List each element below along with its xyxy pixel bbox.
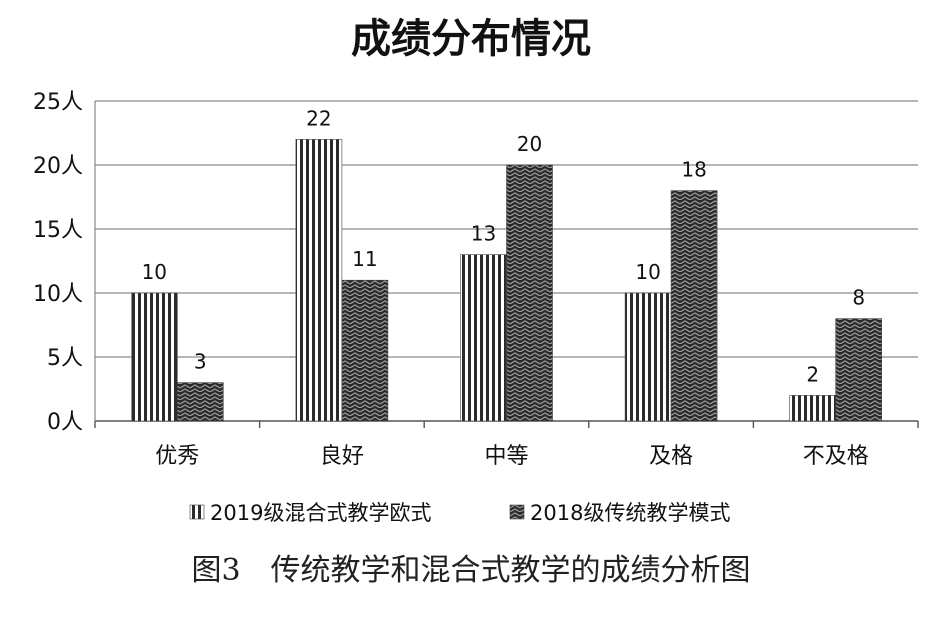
y-tick-label: 25人 [33, 90, 83, 115]
y-tick-label: 15人 [33, 218, 83, 243]
figure-caption: 图3 传统教学和混合式教学的成绩分析图 [191, 553, 751, 588]
data-label: 10 [635, 260, 660, 284]
bar-series-2018 [835, 318, 883, 422]
data-label: 8 [852, 286, 865, 310]
x-tick-label: 优秀 [155, 444, 199, 469]
legend-item-2018-swatch [509, 504, 525, 520]
legend-item-2019-swatch [189, 504, 205, 520]
data-label: 13 [471, 222, 496, 246]
y-tick-label: 20人 [33, 154, 83, 179]
bar-series-2018 [670, 190, 718, 422]
y-tick-label: 10人 [33, 282, 83, 307]
data-label: 18 [681, 158, 706, 182]
x-tick-label: 及格 [649, 444, 693, 469]
bar-series-2019 [131, 292, 178, 422]
data-label: 11 [352, 247, 377, 271]
x-tick-label: 良好 [320, 444, 364, 469]
bar-series-2018 [506, 164, 553, 422]
y-tick-label: 5人 [47, 346, 83, 371]
data-label: 22 [306, 106, 331, 130]
legend-item-2019-label: 2019级混合式教学欧式 [210, 501, 431, 525]
bar-series-2018 [177, 382, 224, 422]
legend-item-2018-label: 2018级传统教学模式 [530, 501, 730, 525]
data-label: 10 [142, 260, 167, 284]
x-tick-label: 不及格 [803, 444, 869, 469]
data-label: 3 [194, 350, 207, 374]
x-tick-label: 中等 [484, 444, 528, 469]
data-label: 2 [806, 362, 819, 386]
bar-series-2019 [789, 395, 837, 422]
chart-title: 成绩分布情况 [351, 16, 591, 62]
bar-series-2019 [624, 292, 672, 422]
bar-series-2019 [460, 254, 507, 422]
data-label: 20 [517, 132, 542, 156]
bar-series-2019 [295, 139, 343, 422]
y-tick-label: 0人 [47, 410, 83, 435]
bar-series-2018 [341, 279, 389, 422]
